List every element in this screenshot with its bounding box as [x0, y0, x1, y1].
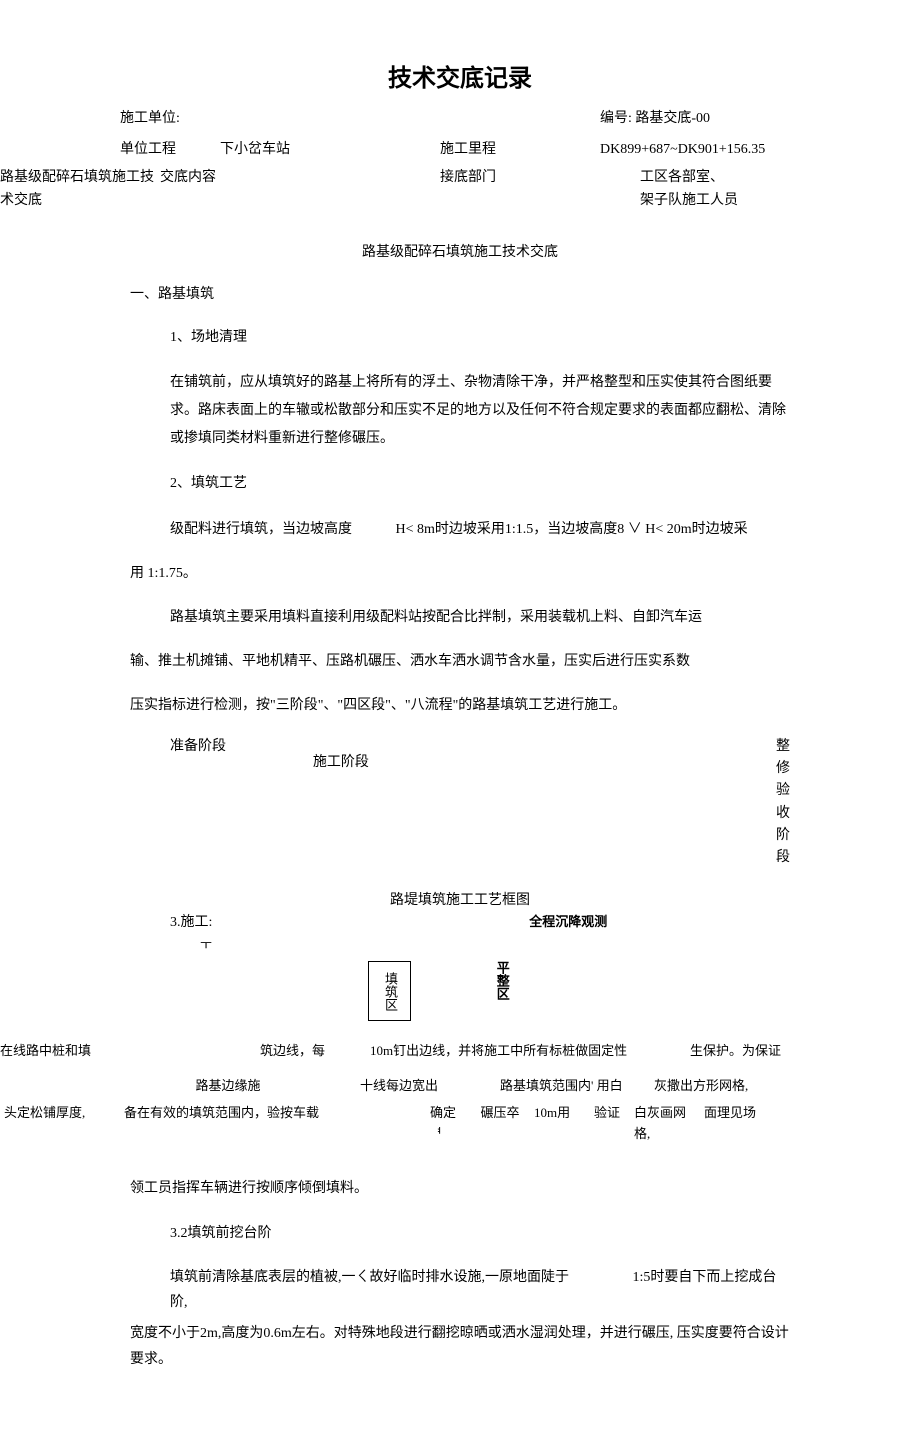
phases-row: 准备阶段 施工阶段 整修验收阶段 — [0, 736, 920, 870]
cl3-s1: 头定松铺厚度, — [0, 1103, 110, 1124]
info-row-1: 单位工程 下小岔车站 施工里程 DK899+687~DK901+156.35 — [0, 139, 920, 161]
cl2-s2: 十线每边宽出 — [280, 1076, 470, 1097]
sub3-dash: ㅜ — [0, 935, 920, 956]
complex-line-2: 路基边缘施 十线每边宽出 路基填筑范围内' 用白 灰撒出方形网格, — [0, 1076, 920, 1097]
cl1-s1: 在线路中桩和填 — [0, 1041, 120, 1062]
sec-1: 一、路基填筑 — [0, 284, 920, 306]
receive-dept-label: 接底部门 — [260, 167, 540, 212]
phase-1: 准备阶段 — [130, 736, 273, 870]
para-leader: 领工员指挥车辆进行按顺序倾倒填料。 — [0, 1175, 920, 1203]
cl3-s7: 白灰画网格, — [630, 1103, 700, 1145]
cl3-s3: 确定ᅧ — [370, 1103, 470, 1145]
row2-left-text: 路基级配碎石填筑施工技术交底 — [0, 167, 160, 212]
para3-l2-text: 输、推土机摊铺、平地机精平、压路机碾压、洒水车洒水调节含水量，压实后进行压实系数 — [130, 654, 690, 669]
sub-1: 1、场地清理 — [0, 327, 920, 349]
flow-box-level: 平整区 — [491, 961, 512, 1007]
para2-a: 级配料进行填筑，当边坡高度 — [170, 522, 352, 537]
mileage-label: 施工里程 — [380, 139, 560, 161]
sub-3-label: 3.施工: — [0, 912, 212, 934]
cl1-s3: 10m钉出边线，并将施工中所有标桩做固定性 — [330, 1041, 670, 1062]
doc-number: 编号: 路基交底-00 — [320, 108, 800, 130]
dept-value-l1: 工区各部室、 — [640, 167, 920, 189]
flowchart-title: 路堤填筑施工工艺框图 — [0, 890, 920, 912]
dept-value-l2: 架子队施工人员 — [640, 190, 920, 212]
para2-b: H< 8m时边坡采用1:1.5，当边坡高度8 ∨ H< 20m时边坡采 — [396, 522, 748, 537]
para-3-l1: 路基填筑主要采用填料直接利用级配料站按配合比拌制，采用装载机上料、自卸汽车运 — [0, 604, 920, 632]
para4-l1a: 填筑前清除基底表层的植被,一ㄑ故好临时排水设施,一原地面陡于 — [170, 1270, 569, 1285]
phase-2: 施工阶段 — [273, 736, 556, 870]
cl2-s4: 灰撒出方形网格, — [650, 1076, 752, 1097]
content-label: 交底内容 — [160, 167, 260, 212]
cl3-s5: 10m用 — [530, 1103, 590, 1124]
cl1-s4: 生保护。为保证 — [670, 1041, 785, 1062]
flow-box-fill: 填筑区 — [368, 961, 411, 1021]
unit-project-label: 单位工程 — [0, 139, 180, 161]
flowchart-subtitle: 全程沉降观测 — [216, 912, 920, 933]
para-2: 级配料进行填筑，当边坡高度 H< 8m时边坡采用1:1.5，当边坡高度8 ∨ H… — [0, 516, 920, 544]
cl1-s2: 筑边线，每 — [120, 1041, 330, 1062]
sub-3-2: 3.2填筑前挖台阶 — [0, 1223, 920, 1245]
cl3-s4: 碾压卒 — [470, 1103, 530, 1124]
complex-line-1: 在线路中桩和填 筑边线，每 10m钉出边线，并将施工中所有标桩做固定性 生保护。… — [0, 1041, 920, 1062]
page-title: 技术交底记录 — [0, 60, 920, 98]
mileage-value: DK899+687~DK901+156.35 — [560, 139, 840, 161]
para-4-l2: 宽度不小于2m,高度为0.6m左右。对特殊地段进行翻挖晾晒或洒水湿润处理，并进行… — [0, 1321, 920, 1371]
para-2-l2: 用 1:1.75。 — [0, 560, 920, 588]
complex-line-3: 头定松铺厚度, 备在有效的填筑范围内，验按车载 确定ᅧ 碾压卒 10m用 验证 … — [0, 1103, 920, 1145]
cl3-s2: 备在有效的填筑范围内，验按车载 — [110, 1103, 370, 1124]
cl3-s8: 面理见场 — [700, 1103, 760, 1124]
sub-2: 2、填筑工艺 — [0, 473, 920, 495]
construction-unit-label: 施工单位: — [120, 108, 320, 130]
para-4: 填筑前清除基底表层的植被,一ㄑ故好临时排水设施,一原地面陡于 1:5时要自下而上… — [0, 1265, 920, 1315]
para-3-l3: 压实指标进行检测，按"三阶段"、"四区段"、"八流程"的路基填筑工艺进行施工。 — [0, 692, 920, 720]
flow-boxes: 填筑区 平整区 — [0, 961, 920, 1021]
para-1: 在铺筑前，应从填筑好的路基上将所有的浮土、杂物清除干净，并严格整型和压实使其符合… — [0, 369, 920, 453]
cl2-s3: 路基填筑范围内' 用白 — [470, 1076, 650, 1097]
cl3-s6: 验证 — [590, 1103, 630, 1124]
info-row-2: 路基级配碎石填筑施工技术交底 交底内容 接底部门 工区各部室、 架子队施工人员 — [0, 167, 920, 212]
unit-project-value: 下小岔车站 — [180, 139, 380, 161]
cl2-s1: 路基边缘施 — [0, 1076, 280, 1097]
dept-value: 工区各部室、 架子队施工人员 — [540, 167, 920, 212]
phase-3: 整修验收阶段 — [556, 736, 790, 870]
flowchart: 路堤填筑施工工艺框图 3.施工: 全程沉降观测 ㅜ 填筑区 平整区 — [0, 890, 920, 1022]
header-row: 施工单位: 编号: 路基交底-00 — [0, 108, 920, 130]
section-title: 路基级配碎石填筑施工技术交底 — [0, 242, 920, 264]
para-3-l2: 输、推土机摊铺、平地机精平、压路机碾压、洒水车洒水调节含水量，压实后进行压实系数… — [0, 648, 920, 676]
